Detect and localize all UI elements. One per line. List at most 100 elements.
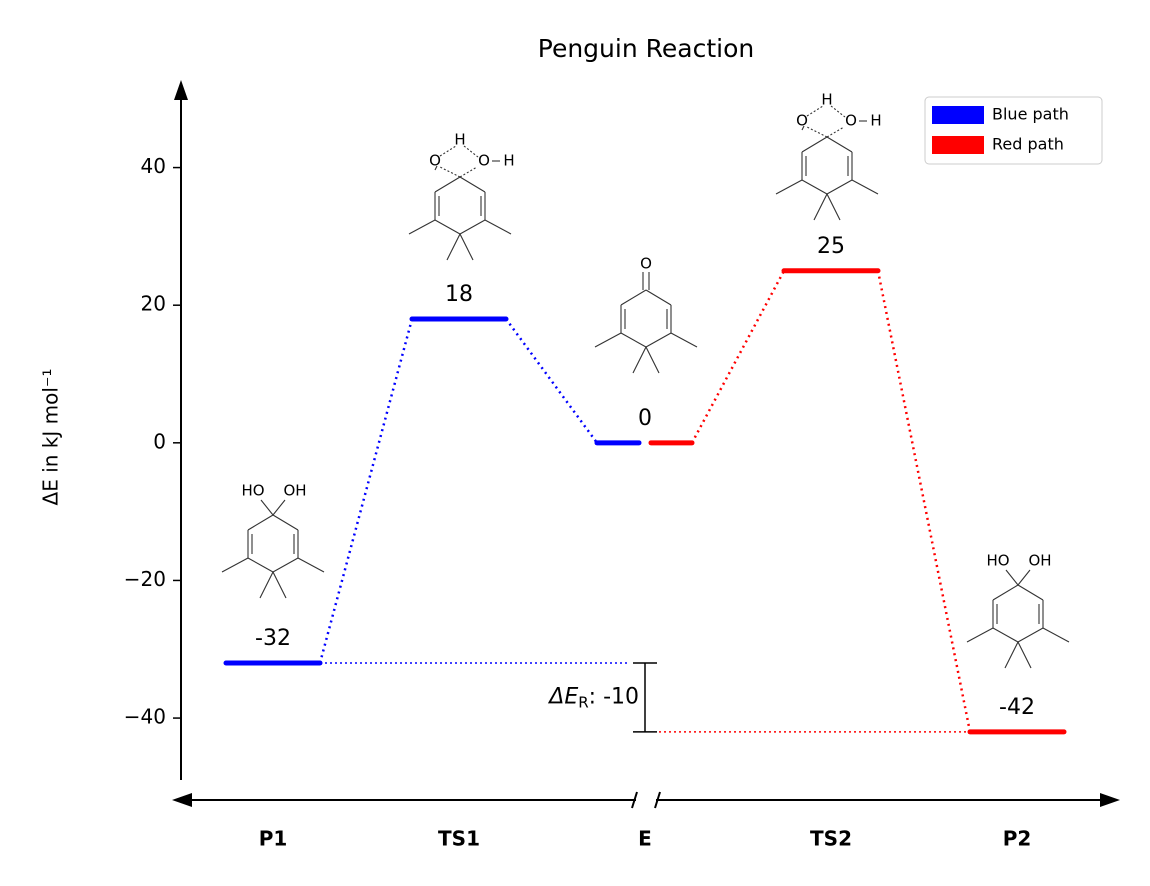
- bond: [801, 125, 805, 131]
- connector: [318, 318, 414, 664]
- bond: [670, 332, 698, 348]
- atom-label: O: [796, 112, 808, 130]
- bond: [434, 165, 438, 171]
- bond: [272, 499, 286, 516]
- legend-swatch: [932, 136, 984, 154]
- molecule: O: [594, 255, 698, 374]
- value-label: 18: [445, 282, 473, 307]
- axis-break: [654, 791, 661, 809]
- atom-label: OH: [283, 482, 306, 500]
- bond: [826, 126, 845, 138]
- bond: [459, 176, 486, 193]
- bond: [620, 332, 647, 348]
- legend-swatch: [932, 106, 984, 124]
- x-tick-label: P1: [259, 827, 288, 851]
- axis-break: [631, 791, 638, 809]
- bond: [801, 179, 828, 195]
- x-tick-label: P2: [1003, 827, 1032, 851]
- y-tick-label: 40: [141, 154, 166, 178]
- molecule: OHO H: [408, 131, 515, 261]
- value-label: 25: [817, 234, 845, 259]
- bond: [1017, 569, 1031, 586]
- bond: [459, 219, 486, 235]
- bond: [272, 571, 287, 599]
- delta-annotation: ΔER: -10: [547, 684, 639, 711]
- connector: [876, 270, 972, 733]
- bond: [459, 166, 478, 178]
- atom-label: H: [870, 112, 881, 130]
- bond: [221, 557, 249, 573]
- bond: [446, 233, 461, 261]
- y-tick-label: −40: [124, 705, 166, 729]
- atom-label: HO: [986, 552, 1009, 570]
- x-tick-label: TS2: [810, 827, 852, 851]
- x-tick-label: E: [638, 827, 652, 851]
- bond: [813, 193, 828, 221]
- bond: [806, 105, 824, 117]
- y-tick-label: −20: [124, 567, 166, 591]
- bond: [632, 346, 647, 374]
- x-tick-label: TS1: [438, 827, 480, 851]
- bond: [830, 105, 846, 118]
- bond: [434, 219, 461, 235]
- bond: [1017, 584, 1044, 601]
- y-axis-arrow: [174, 80, 188, 100]
- chart-title: Penguin Reaction: [538, 34, 754, 63]
- molecule: HO OH: [221, 482, 325, 599]
- x-axis-arrow: [1100, 793, 1120, 807]
- bond: [408, 219, 436, 235]
- bond: [259, 571, 274, 599]
- bond: [851, 179, 879, 195]
- atom-label: H: [454, 131, 465, 149]
- molecule: OHO H: [775, 91, 882, 221]
- y-tick-label: 0: [153, 429, 166, 453]
- bond: [966, 627, 994, 643]
- atom-label: O: [429, 152, 441, 170]
- atom-label: O: [640, 255, 652, 273]
- bond: [260, 499, 274, 516]
- bond: [463, 145, 479, 158]
- bond: [594, 332, 622, 348]
- bond: [484, 219, 512, 235]
- atom-label: H: [821, 91, 832, 109]
- x-axis-arrow: [172, 793, 192, 807]
- bond: [645, 332, 672, 348]
- atom-label: HO: [241, 482, 264, 500]
- bond: [1017, 627, 1044, 643]
- legend-label: Blue path: [992, 105, 1069, 124]
- bond: [272, 557, 299, 573]
- bond: [1005, 569, 1019, 586]
- bond: [620, 289, 647, 306]
- bond: [434, 176, 461, 193]
- bond: [247, 514, 274, 531]
- bond: [439, 145, 457, 157]
- bond: [826, 193, 841, 221]
- legend-label: Red path: [992, 135, 1064, 154]
- value-label: -42: [999, 695, 1035, 720]
- atom-label: H: [503, 152, 514, 170]
- connector: [504, 318, 599, 444]
- bond: [826, 136, 853, 153]
- bond: [645, 346, 660, 374]
- bond: [992, 627, 1019, 643]
- value-label: -32: [255, 626, 291, 651]
- y-tick-label: 20: [141, 292, 166, 316]
- bond: [826, 179, 853, 195]
- y-axis-label: ΔE in kJ mol⁻¹: [39, 369, 63, 506]
- atom-label: O: [845, 112, 857, 130]
- bond: [297, 557, 325, 573]
- value-label: 0: [638, 406, 652, 431]
- bond: [645, 289, 672, 306]
- bond: [992, 584, 1019, 601]
- bond: [801, 136, 828, 153]
- bond: [272, 514, 299, 531]
- atom-label: OH: [1028, 552, 1051, 570]
- molecule: HO OH: [966, 552, 1070, 669]
- bond: [439, 166, 461, 178]
- bond: [806, 126, 828, 138]
- bond: [247, 557, 274, 573]
- bond: [1017, 641, 1032, 669]
- atom-label: O: [478, 152, 490, 170]
- bond: [1042, 627, 1070, 643]
